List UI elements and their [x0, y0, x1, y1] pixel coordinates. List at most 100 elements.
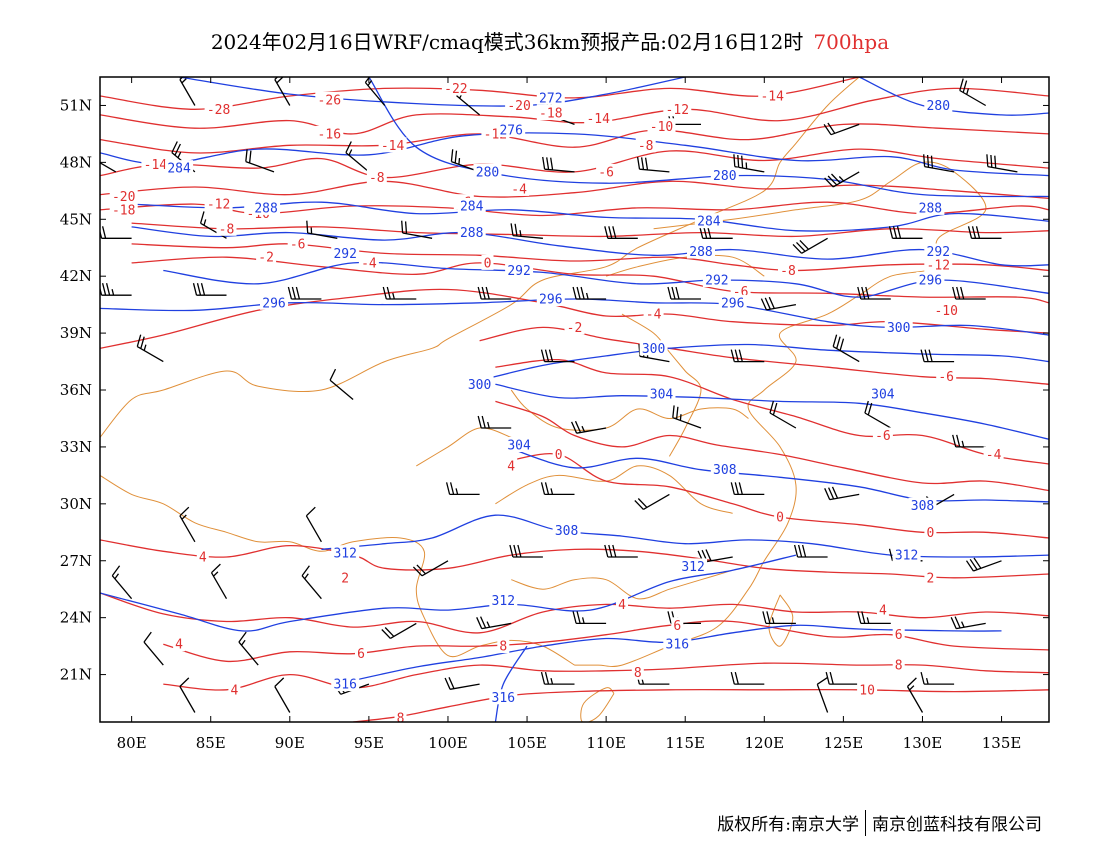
chart-title: 2024年02月16日WRF/cmaq模式36km预报产品:02月16日12时 7…	[0, 26, 1100, 55]
height-contour	[163, 261, 1049, 298]
wind-barb	[401, 220, 433, 239]
lon-tick-label: 95E	[354, 734, 384, 752]
pressure-level: 700hpa	[813, 30, 890, 54]
height-contour-layer	[100, 77, 1049, 722]
wind-barb	[816, 676, 829, 713]
boundary-line	[605, 254, 765, 277]
wind-barb	[604, 226, 638, 239]
height-label-bg	[892, 547, 921, 563]
boundary-line	[416, 427, 512, 467]
wind-barb	[672, 405, 702, 429]
axis-layer: 80E 85E 90E 95E 100E 105E 110E 115E 120E 125E 130E…	[60, 77, 1049, 752]
footer-divider	[865, 810, 866, 836]
wind-barb	[636, 156, 670, 173]
lat-tick-label: 42N	[60, 267, 92, 285]
wind-barb	[476, 616, 512, 630]
height-label: 288	[254, 201, 277, 216]
wind-barb	[888, 226, 923, 239]
height-label-bg	[710, 167, 739, 183]
height-label: 300	[887, 321, 910, 336]
lat-tick-label: 24N	[60, 609, 92, 627]
temperature-label-bg	[778, 262, 798, 278]
temperature-label-bg	[671, 617, 684, 633]
lat-tick-label: 51N	[60, 96, 92, 114]
height-label-bg	[687, 243, 715, 259]
boundary-line	[495, 465, 733, 514]
wind-barb	[638, 343, 670, 363]
height-label-bg	[710, 461, 739, 477]
plot-area: -28-26-22-20 -18 -14-12-14-10-12-16-14 -8-6…	[100, 77, 1049, 727]
wind-barb	[667, 611, 701, 625]
height-label: 292	[927, 245, 950, 260]
wind-barb	[967, 226, 1002, 239]
height-label: 296	[262, 296, 285, 311]
height-label: 312	[895, 549, 918, 564]
height-label-bg	[505, 262, 534, 278]
wind-barb	[179, 677, 196, 713]
height-label-bg	[924, 97, 953, 113]
height-label: 300	[642, 342, 665, 357]
boundary-line	[510, 389, 749, 431]
wind-barb	[381, 622, 417, 639]
temperature-contour	[131, 256, 1049, 304]
temperature-label-bg	[924, 569, 937, 585]
boundary-line	[100, 474, 575, 666]
temperature-label-bg	[315, 91, 344, 107]
wind-barb	[986, 154, 1018, 173]
wind-barb	[179, 77, 196, 106]
height-label-bg	[679, 558, 708, 574]
temperature-label-bg	[216, 220, 237, 236]
height-label-bg	[663, 636, 692, 652]
wind-barb	[100, 283, 132, 296]
height-label-bg	[694, 213, 723, 229]
height-label-bg	[457, 198, 486, 213]
temperature-label: 8	[634, 666, 642, 681]
height-contour	[100, 132, 1049, 177]
wind-barb	[923, 154, 955, 173]
wind-barb	[952, 286, 986, 300]
temperature-label: -8	[369, 171, 385, 186]
height-contour	[179, 77, 686, 107]
temperature-label-bg	[774, 509, 787, 525]
height-label-bg	[457, 224, 486, 240]
wind-barb	[760, 296, 797, 311]
height-label-bg	[868, 385, 897, 401]
height-label-bg	[639, 340, 668, 356]
temperature-label-bg	[394, 710, 407, 722]
wind-barb	[769, 400, 797, 429]
height-label: 296	[919, 274, 942, 289]
temperature-label: 6	[895, 628, 903, 643]
temperature-label: 8	[397, 712, 405, 727]
height-label: 280	[713, 169, 736, 184]
temperature-label: -10	[934, 304, 957, 319]
wind-barb	[540, 671, 575, 685]
temperature-label-bg	[109, 201, 138, 217]
wind-barb	[136, 334, 164, 363]
temperature-label-bg	[552, 446, 565, 462]
wind-barb	[832, 334, 860, 363]
lon-tick-label: 110E	[586, 734, 626, 752]
boundary-line	[574, 161, 987, 668]
wind-barb	[100, 226, 132, 239]
temperature-label: -14	[586, 112, 610, 127]
height-label-bg	[165, 160, 194, 176]
height-label: 292	[705, 274, 728, 289]
wind-barb	[920, 671, 955, 685]
wind-barb	[730, 671, 765, 685]
temperature-label: -14	[144, 158, 168, 173]
wind-barb	[542, 156, 575, 173]
height-label-bg	[331, 676, 360, 692]
lat-tick-label: 30N	[60, 495, 92, 513]
wind-barb	[959, 78, 987, 107]
height-label-bg	[916, 272, 945, 287]
height-label-bg	[465, 376, 494, 392]
temperature-label-bg	[631, 664, 644, 680]
temperature-label-bg	[441, 80, 470, 96]
wind-barb	[274, 677, 291, 713]
temperature-label: -14	[381, 139, 405, 154]
height-label: 280	[927, 99, 950, 114]
wind-barb	[510, 223, 543, 239]
wind-barb	[920, 349, 955, 363]
temperature-label: 4	[507, 459, 515, 474]
boundary-line	[621, 313, 702, 457]
